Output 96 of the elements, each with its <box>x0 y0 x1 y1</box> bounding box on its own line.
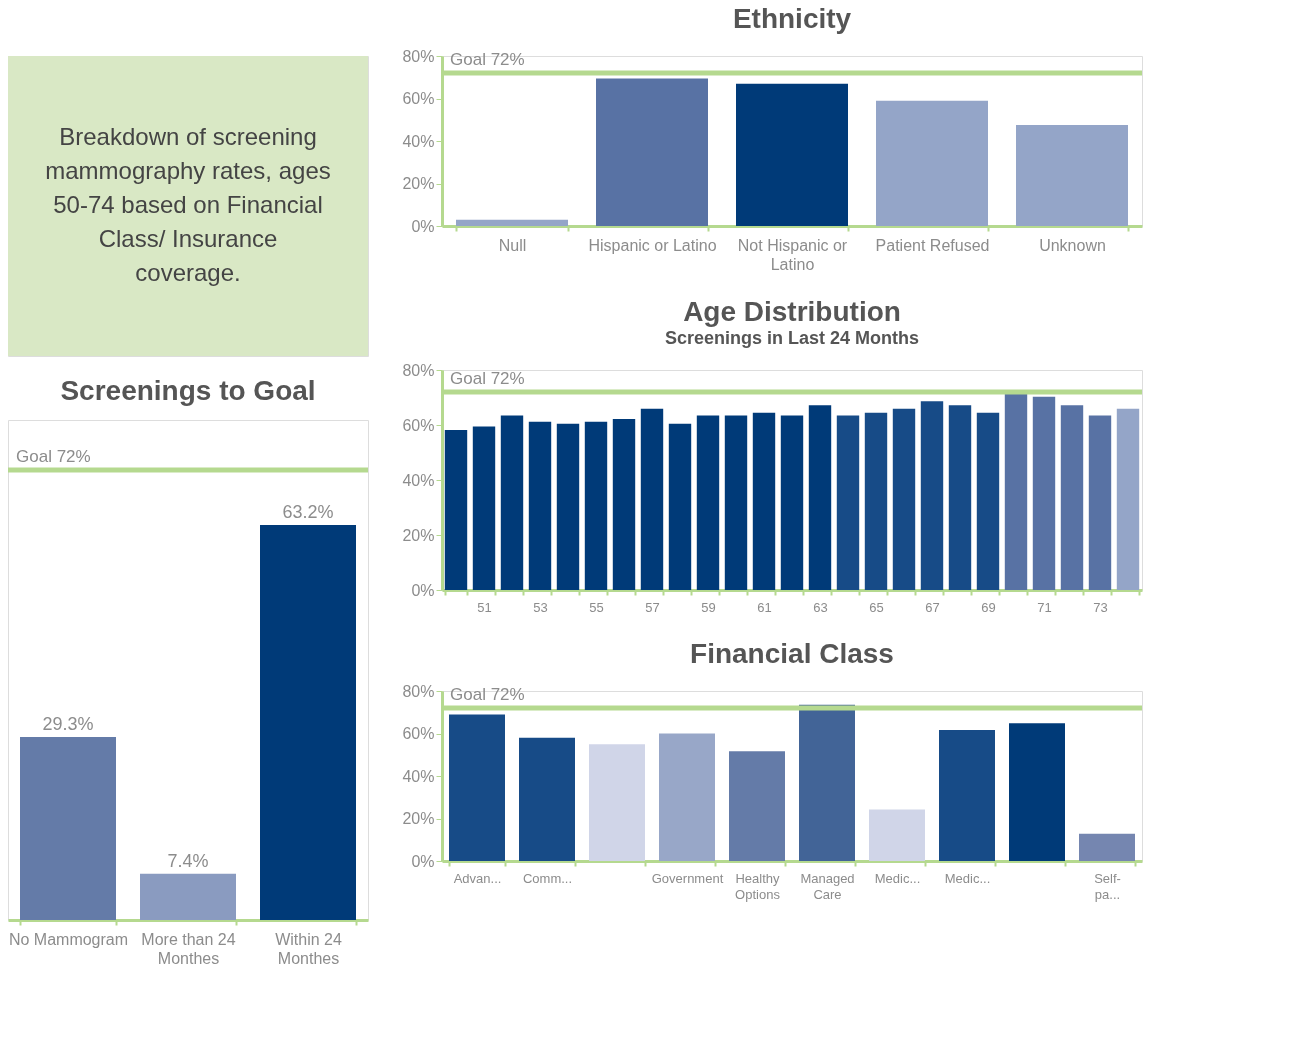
bar <box>556 423 580 590</box>
bar <box>444 429 468 590</box>
x-tick-label: Hispanic or Latino <box>588 236 717 254</box>
y-tick-label: 20% <box>402 175 435 192</box>
y-tick-label: 80% <box>402 47 435 65</box>
bar <box>589 744 645 861</box>
bar <box>1079 833 1135 861</box>
bar <box>1088 415 1112 590</box>
bar <box>1032 396 1056 590</box>
bar <box>584 421 608 590</box>
data-label: 7.4% <box>167 850 209 871</box>
bar <box>1060 405 1084 590</box>
ref-line-label: Goal 72% <box>450 369 525 388</box>
x-tick-label: 61 <box>757 599 772 615</box>
bar <box>449 714 505 861</box>
bar <box>1009 723 1065 861</box>
chart-title: Financial Class <box>690 638 894 669</box>
y-tick-label: 60% <box>402 725 435 742</box>
x-tick-label: 53 <box>533 599 548 615</box>
y-tick-label: 0% <box>411 852 435 870</box>
x-tick-label: 71 <box>1037 599 1052 615</box>
bar <box>939 730 995 861</box>
x-tick-label: Medic... <box>874 870 921 886</box>
x-tick-label: Within 24 Monthes <box>275 930 342 967</box>
chart-title: Screenings to Goal <box>60 375 316 406</box>
bar <box>528 421 552 590</box>
bar <box>799 704 855 861</box>
x-tick-label: Managed Care <box>800 870 855 902</box>
x-tick-label: No Mammogram <box>8 930 129 948</box>
bar <box>472 426 496 590</box>
ref-line-label: Goal 72% <box>450 685 525 704</box>
x-tick-label: 67 <box>925 599 940 615</box>
chart-title: Age Distribution <box>683 296 901 327</box>
bar <box>976 412 1000 590</box>
bar <box>780 415 804 590</box>
bar <box>836 415 860 590</box>
bar <box>519 737 575 861</box>
bar <box>668 423 692 590</box>
x-tick-label: 63 <box>813 599 828 615</box>
x-tick-label: Not Hispanic or Latino <box>737 236 848 273</box>
y-tick-label: 40% <box>402 132 435 150</box>
x-tick-label: 65 <box>869 599 884 615</box>
data-label: 63.2% <box>282 502 334 522</box>
bar <box>869 809 925 861</box>
y-tick-label: 60% <box>402 90 435 107</box>
x-tick-label: Advan... <box>453 870 502 886</box>
y-tick-label: 80% <box>402 682 435 700</box>
bar <box>736 83 848 226</box>
x-tick-label: Unknown <box>1039 236 1106 254</box>
bar <box>1116 408 1140 590</box>
bar <box>500 415 524 590</box>
y-tick-label: 0% <box>411 581 435 599</box>
data-label: 29.3% <box>42 713 94 734</box>
x-tick-label: Government <box>651 870 724 886</box>
bar <box>752 412 776 590</box>
bar <box>612 418 636 590</box>
x-tick-label: Null <box>498 236 527 254</box>
x-tick-label: More than 24 Monthes <box>141 930 236 967</box>
x-tick-label: Medic... <box>944 870 991 886</box>
y-tick-label: 60% <box>402 416 435 434</box>
bar <box>876 100 988 226</box>
y-tick-label: 40% <box>402 767 435 785</box>
bar <box>1016 125 1128 226</box>
bar <box>920 401 944 590</box>
x-tick-label: 51 <box>477 599 492 615</box>
bar <box>596 78 708 226</box>
ref-line-label: Goal 72% <box>450 50 525 69</box>
x-tick-label: Patient Refused <box>875 236 990 254</box>
chart-title: Ethnicity <box>732 3 852 34</box>
y-tick-label: 20% <box>402 526 435 544</box>
y-tick-label: 0% <box>411 217 435 235</box>
y-tick-label: 20% <box>402 810 435 827</box>
bar <box>659 733 715 861</box>
bar <box>724 415 748 590</box>
x-tick-label: 69 <box>981 599 996 615</box>
x-tick-label: Self-pa... <box>1094 870 1121 902</box>
x-tick-label: 73 <box>1093 599 1108 615</box>
x-tick-label: 57 <box>645 599 660 615</box>
text: Breakdown of screening mammography rates, ages 50-74 based on Financial Class/ Insurance coverage. <box>45 123 331 286</box>
y-tick-label: 80% <box>402 361 435 379</box>
bar <box>948 405 972 590</box>
bar <box>808 405 832 590</box>
bar <box>1004 393 1028 590</box>
x-tick-label: Comm... <box>522 870 573 886</box>
x-tick-label: 59 <box>701 599 716 615</box>
bar <box>892 408 916 590</box>
y-tick-label: 40% <box>402 471 435 489</box>
ref-line-label: Goal 72% <box>16 447 91 466</box>
bar <box>640 408 664 590</box>
x-tick-label: Healthy Options <box>735 870 781 902</box>
bar <box>864 412 888 590</box>
bar <box>456 219 568 226</box>
bar <box>729 751 785 861</box>
x-tick-label: 55 <box>589 599 604 615</box>
bar <box>696 415 720 590</box>
chart-subtitle: Screenings in Last 24 Months <box>664 328 920 348</box>
